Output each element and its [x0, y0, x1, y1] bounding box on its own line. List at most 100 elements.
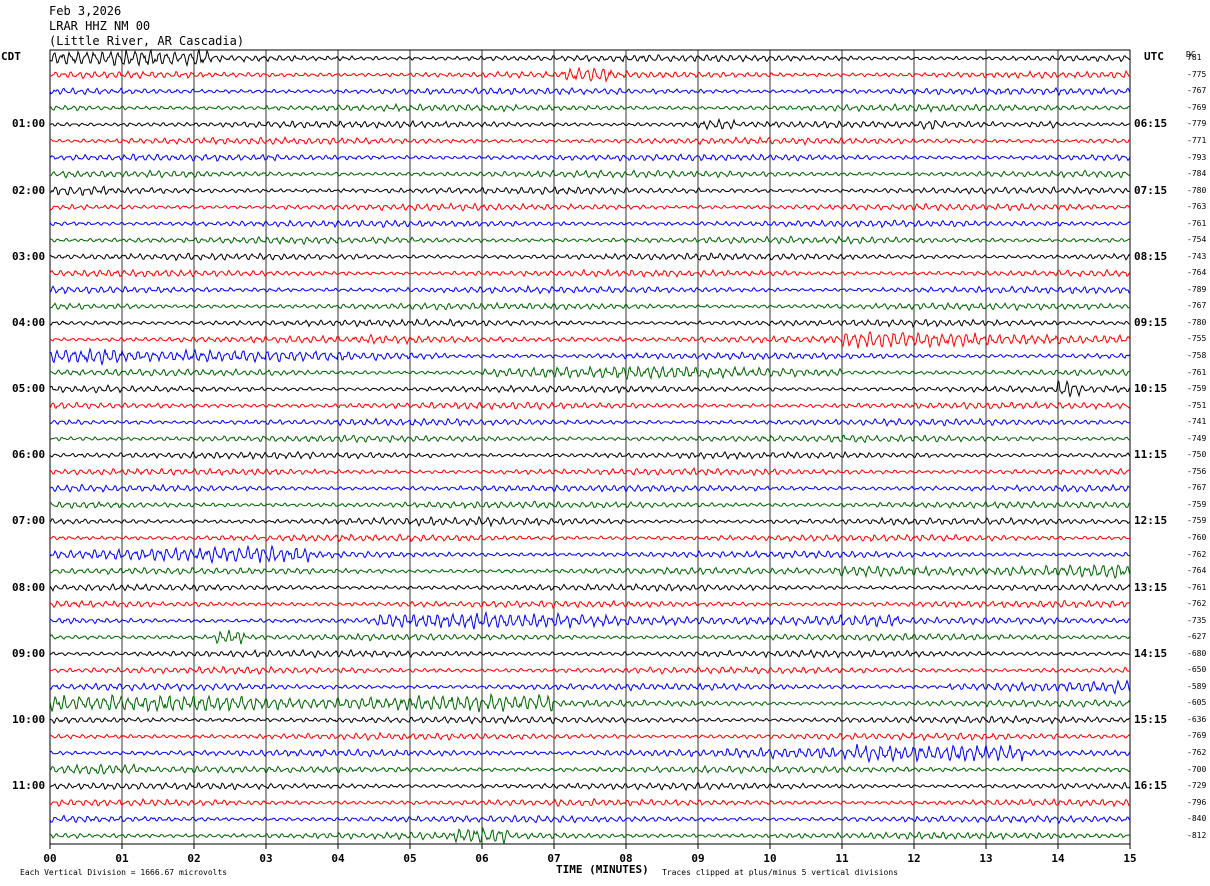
left-hour-label: 05:00 [12, 382, 46, 396]
seismic-trace [49, 417, 1131, 427]
station-location: (Little River, AR Cascadia) [49, 34, 245, 48]
x-tick-label: 04 [331, 852, 345, 865]
dc-offset-label: -762 [1187, 748, 1207, 758]
seismic-trace [49, 301, 1131, 312]
seismic-trace [49, 268, 1131, 279]
right-hour-label: 14:15 [1134, 646, 1168, 660]
dc-offset-label: -769 [1187, 102, 1207, 112]
right-hour-label: 11:15 [1134, 448, 1168, 462]
seismic-trace [49, 564, 1131, 579]
right-hour-label: 12:15 [1134, 514, 1168, 528]
right-hour-label: 13:15 [1134, 580, 1168, 594]
seismic-trace [49, 117, 1130, 131]
seismic-trace [49, 202, 1131, 212]
seismic-trace [49, 347, 1131, 367]
seismic-trace [49, 235, 1131, 246]
scale-note: Each Vertical Division = 1666.67 microvo… [20, 868, 228, 877]
dc-offset-label: -784 [1187, 169, 1207, 179]
seismic-trace [49, 102, 1131, 114]
x-tick-label: 02 [187, 852, 201, 865]
seismic-trace [49, 252, 1131, 262]
seismic-trace [49, 284, 1131, 295]
x-tick-label: 07 [547, 852, 561, 865]
seismic-trace [49, 797, 1131, 808]
dc-offset-label: -589 [1187, 681, 1207, 691]
seismic-trace [49, 318, 1131, 328]
x-tick-label: 08 [619, 852, 633, 865]
dc-offset-label: -759 [1187, 384, 1207, 394]
seismic-trace [49, 466, 1131, 477]
seismic-trace [49, 582, 1131, 593]
seismic-trace [49, 533, 1131, 543]
dc-offset-label: -767 [1187, 483, 1207, 493]
seismic-trace [49, 826, 1131, 845]
seismic-trace [49, 434, 1131, 444]
right-hour-label: 07:15 [1134, 183, 1168, 197]
dc-offset-label: -779 [1187, 119, 1207, 129]
seismic-trace [49, 763, 1131, 775]
dc-offset-label: -680 [1187, 648, 1207, 658]
x-tick-label: 14 [1051, 852, 1065, 865]
dc-offset-label: -758 [1187, 351, 1207, 361]
clip-note: Traces clipped at plus/minus 5 vertical … [662, 868, 899, 877]
dc-offset-label: -840 [1187, 814, 1207, 824]
seismic-trace [49, 365, 1131, 381]
seismic-trace [49, 135, 1131, 147]
dc-offset-label: -780 [1187, 185, 1207, 195]
x-tick-label: 11 [835, 852, 849, 865]
dc-offset-label: -793 [1187, 152, 1207, 162]
dc-offset-label: -796 [1187, 797, 1207, 807]
left-hour-label: 09:00 [12, 646, 46, 660]
x-tick-label: 05 [403, 852, 417, 865]
x-tick-label: 10 [763, 852, 777, 865]
right-hour-label: 15:15 [1134, 712, 1168, 726]
x-tick-label: 03 [259, 852, 273, 865]
x-tick-label: 06 [475, 852, 489, 865]
seismic-trace [49, 599, 1131, 609]
seismic-trace [49, 610, 1131, 630]
dc-offset-label: -650 [1187, 665, 1207, 675]
seismic-trace [49, 401, 1131, 411]
seismic-trace [49, 66, 1131, 84]
dc-offset-header: DC [1186, 50, 1196, 59]
dc-offset-label: -780 [1187, 317, 1207, 327]
dc-offset-label: -735 [1187, 615, 1207, 625]
dc-offset-label: -754 [1187, 235, 1207, 245]
seismic-trace [49, 86, 1131, 97]
left-hour-label: 04:00 [12, 315, 46, 329]
dc-offset-label: -749 [1187, 433, 1207, 443]
right-hour-label: 06:15 [1134, 117, 1168, 131]
seismic-trace [49, 515, 1131, 528]
right-hour-label: 09:15 [1134, 315, 1168, 329]
station-code: LRAR HHZ NM 00 [49, 19, 151, 33]
dc-offset-label: -756 [1187, 466, 1207, 476]
dc-offset-label: -750 [1187, 450, 1207, 460]
x-tick-label: 00 [43, 852, 57, 865]
right-hour-label: 10:15 [1134, 382, 1168, 396]
right-hour-label: 08:15 [1134, 249, 1168, 263]
dc-offset-label: -636 [1187, 714, 1207, 724]
seismic-trace [49, 450, 1131, 461]
seismic-trace [49, 629, 1131, 645]
seismic-trace [49, 743, 1131, 764]
seismic-trace [49, 692, 1131, 713]
dc-offset-label: -789 [1187, 284, 1207, 294]
seismic-trace [49, 169, 1131, 179]
seismic-trace [49, 219, 1131, 229]
dc-offset-label: -761 [1187, 218, 1207, 228]
dc-offset-label: -764 [1187, 566, 1207, 576]
seismic-trace [49, 731, 1131, 742]
left-hour-label: 10:00 [12, 712, 46, 726]
dc-offset-label: -767 [1187, 301, 1207, 311]
seismic-trace [49, 679, 1131, 695]
x-tick-label: 13 [979, 852, 993, 865]
seismic-trace [49, 648, 1131, 659]
dc-offset-label: -759 [1187, 516, 1207, 526]
seismic-trace [49, 714, 1131, 725]
seismic-trace [49, 483, 1131, 493]
dc-offset-label: -767 [1187, 86, 1207, 96]
x-tick-label: 15 [1123, 852, 1137, 865]
x-tick-label: 09 [691, 852, 705, 865]
dc-offset-label: -743 [1187, 251, 1207, 261]
